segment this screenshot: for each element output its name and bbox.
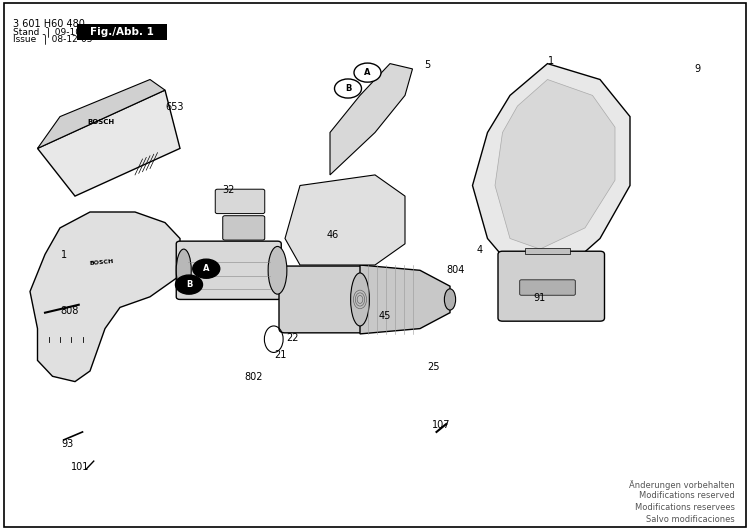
- Polygon shape: [30, 212, 180, 382]
- Text: Issue  ⎫ 08-12-05: Issue ⎫ 08-12-05: [13, 33, 93, 44]
- Text: 5: 5: [424, 60, 430, 69]
- Text: Modifications reservees: Modifications reservees: [635, 503, 735, 512]
- Ellipse shape: [444, 289, 455, 310]
- Ellipse shape: [350, 273, 369, 326]
- FancyBboxPatch shape: [215, 189, 265, 214]
- Text: BOSCH: BOSCH: [88, 119, 115, 125]
- Text: 21: 21: [274, 350, 286, 360]
- Polygon shape: [38, 80, 165, 148]
- FancyBboxPatch shape: [223, 216, 265, 240]
- Text: Stand  ⎫ 09-10: Stand ⎫ 09-10: [13, 26, 82, 37]
- Circle shape: [354, 63, 381, 82]
- Ellipse shape: [268, 246, 286, 294]
- Circle shape: [334, 79, 362, 98]
- Text: 1: 1: [61, 251, 67, 260]
- Text: 22: 22: [286, 333, 298, 342]
- Text: 9: 9: [694, 64, 700, 74]
- Text: 653: 653: [166, 102, 184, 112]
- Polygon shape: [285, 175, 405, 265]
- FancyBboxPatch shape: [279, 266, 366, 333]
- Text: 25: 25: [427, 362, 439, 372]
- Text: Fig./Abb. 1: Fig./Abb. 1: [90, 27, 154, 37]
- Text: A: A: [364, 68, 370, 77]
- Polygon shape: [360, 265, 450, 334]
- Text: 3 601 H60 480: 3 601 H60 480: [13, 19, 86, 29]
- Text: 1: 1: [548, 56, 554, 66]
- Text: A: A: [203, 264, 209, 273]
- Text: 101: 101: [71, 463, 89, 472]
- Text: B: B: [345, 84, 351, 93]
- Polygon shape: [330, 64, 412, 175]
- Polygon shape: [38, 90, 180, 196]
- Text: 91: 91: [534, 293, 546, 303]
- FancyBboxPatch shape: [498, 251, 604, 321]
- FancyBboxPatch shape: [520, 280, 575, 295]
- Polygon shape: [472, 64, 630, 276]
- Text: 802: 802: [244, 373, 262, 382]
- Text: 93: 93: [62, 439, 74, 449]
- FancyBboxPatch shape: [176, 241, 281, 299]
- Text: Änderungen vorbehalten: Änderungen vorbehalten: [629, 480, 735, 490]
- Circle shape: [176, 275, 202, 294]
- Text: 804: 804: [447, 266, 465, 275]
- FancyBboxPatch shape: [77, 24, 166, 40]
- Text: 4: 4: [477, 245, 483, 255]
- Text: Salvo modificaciones: Salvo modificaciones: [646, 515, 735, 524]
- Circle shape: [193, 259, 220, 278]
- Text: 32: 32: [223, 185, 235, 195]
- Text: Modifications reserved: Modifications reserved: [639, 491, 735, 500]
- Text: BOSCH: BOSCH: [88, 259, 114, 266]
- Text: B: B: [186, 280, 192, 289]
- Text: 808: 808: [61, 306, 79, 316]
- Ellipse shape: [176, 249, 191, 292]
- Text: 107: 107: [432, 420, 450, 430]
- Text: 45: 45: [379, 311, 391, 321]
- Polygon shape: [495, 80, 615, 249]
- Text: 46: 46: [326, 230, 338, 240]
- FancyBboxPatch shape: [525, 248, 570, 254]
